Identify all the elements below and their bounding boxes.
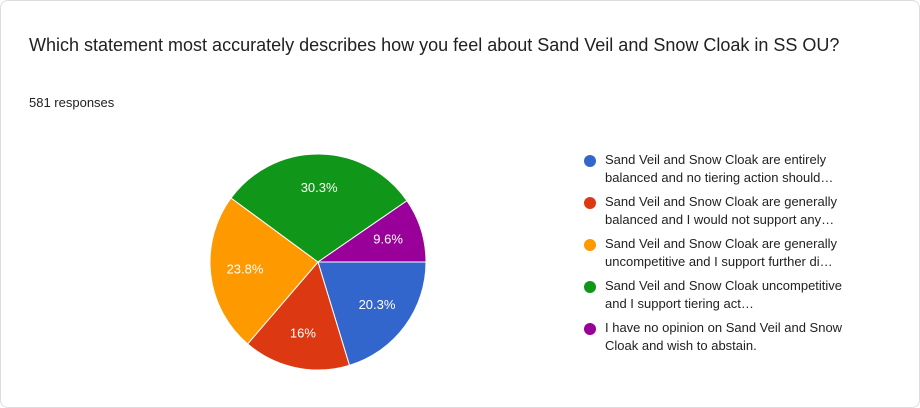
pie-slice (316, 200, 427, 263)
legend-item: I have no opinion on Sand Veil and Snow … (581, 319, 881, 361)
legend-label: Sand Veil and Snow Cloak are generally u… (605, 236, 837, 269)
legend-marker (584, 197, 596, 209)
legend-item: Sand Veil and Snow Cloak uncompetitive a… (581, 277, 881, 319)
legend-marker (584, 239, 596, 251)
slice-label: 20.3% (359, 297, 396, 312)
pie-slice (230, 153, 408, 263)
pie-slice (209, 197, 319, 345)
legend-label: Sand Veil and Snow Cloak uncompetitive a… (605, 278, 843, 311)
chart-title: Which statement most accurately describe… (29, 35, 840, 55)
legend: Sand Veil and Snow Cloak are entirely ba… (581, 151, 881, 361)
pie-slice (317, 261, 427, 366)
pie-slice (246, 260, 351, 371)
legend-marker (584, 323, 596, 335)
legend-item: Sand Veil and Snow Cloak are entirely ba… (581, 151, 881, 193)
slice-label: 16% (290, 325, 316, 340)
slice-label: 30.3% (301, 180, 338, 195)
legend-marker (584, 155, 596, 167)
legend-item: Sand Veil and Snow Cloak are generally u… (581, 235, 881, 277)
legend-item: Sand Veil and Snow Cloak are generally b… (581, 193, 881, 235)
slice-label: 23.8% (227, 262, 264, 277)
legend-label: Sand Veil and Snow Cloak are entirely ba… (605, 152, 834, 185)
response-count: 581 responses (29, 95, 115, 110)
legend-marker (584, 281, 596, 293)
legend-label: Sand Veil and Snow Cloak are generally b… (605, 194, 837, 227)
slice-label: 9.6% (373, 232, 403, 247)
legend-label: I have no opinion on Sand Veil and Snow … (605, 320, 843, 353)
